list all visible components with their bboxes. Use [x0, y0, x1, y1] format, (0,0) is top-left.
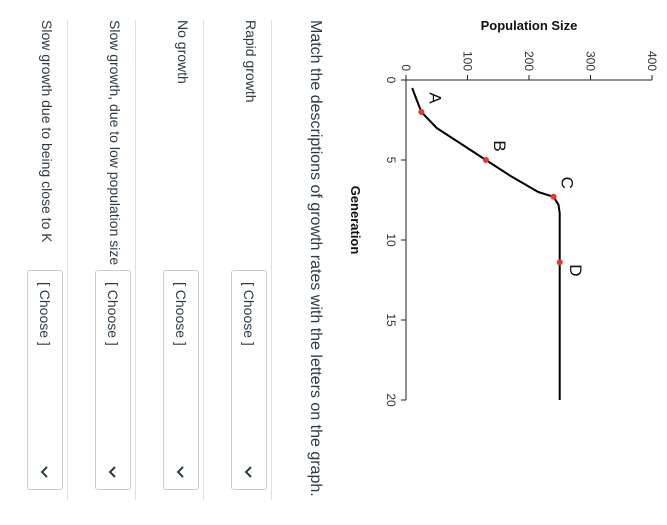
match-description: Slow growth due to being close to K	[39, 20, 55, 243]
answer-dropdown[interactable]: [ Choose ]	[163, 270, 199, 490]
x-tick-label: 10	[384, 233, 398, 247]
answer-dropdown[interactable]: [ Choose ]	[95, 270, 131, 490]
match-row: Slow growth, due to low population size …	[67, 20, 136, 500]
chevron-down-icon	[101, 461, 123, 483]
match-description: No growth	[175, 20, 191, 84]
y-tick-label: 300	[584, 51, 598, 71]
point-label: C	[558, 177, 577, 189]
y-tick-label: 200	[522, 51, 536, 71]
dropdown-value: [ Choose ]	[37, 282, 53, 346]
point-label: B	[490, 140, 509, 151]
chevron-down-icon	[169, 461, 191, 483]
point-marker	[556, 259, 563, 266]
x-tick-label: 20	[384, 393, 398, 407]
point-label: A	[425, 92, 444, 104]
match-row: No growth [ Choose ]	[135, 20, 204, 500]
x-tick-label: 5	[384, 157, 398, 164]
dropdown-value: [ Choose ]	[241, 282, 257, 346]
x-tick-label: 0	[384, 77, 398, 84]
match-row: Slow growth due to being close to K [ Ch…	[0, 20, 68, 500]
point-label: D	[566, 264, 585, 276]
point-marker	[550, 193, 557, 200]
dropdown-value: [ Choose ]	[105, 282, 121, 346]
match-row: Rapid growth [ Choose ]	[203, 20, 272, 500]
x-axis-label: Generation	[348, 186, 363, 255]
chevron-down-icon	[237, 461, 259, 483]
match-description: Rapid growth	[243, 20, 259, 103]
growth-curve-line	[411, 87, 561, 400]
y-axis-label: Population Size	[481, 18, 578, 33]
y-tick-label: 400	[645, 51, 659, 71]
point-marker	[418, 109, 425, 115]
y-tick-label: 0	[399, 64, 413, 71]
x-tick-label: 15	[384, 313, 398, 327]
dropdown-value: [ Choose ]	[173, 282, 189, 346]
chevron-down-icon	[33, 461, 55, 483]
point-marker	[482, 157, 489, 163]
answer-dropdown[interactable]: [ Choose ]	[231, 270, 267, 490]
match-description: Slow growth, due to low population size	[107, 20, 123, 266]
y-tick-label: 100	[461, 51, 475, 71]
answer-dropdown[interactable]: [ Choose ]	[27, 270, 63, 490]
question-text: Match the descriptions of growth rates w…	[307, 20, 324, 497]
